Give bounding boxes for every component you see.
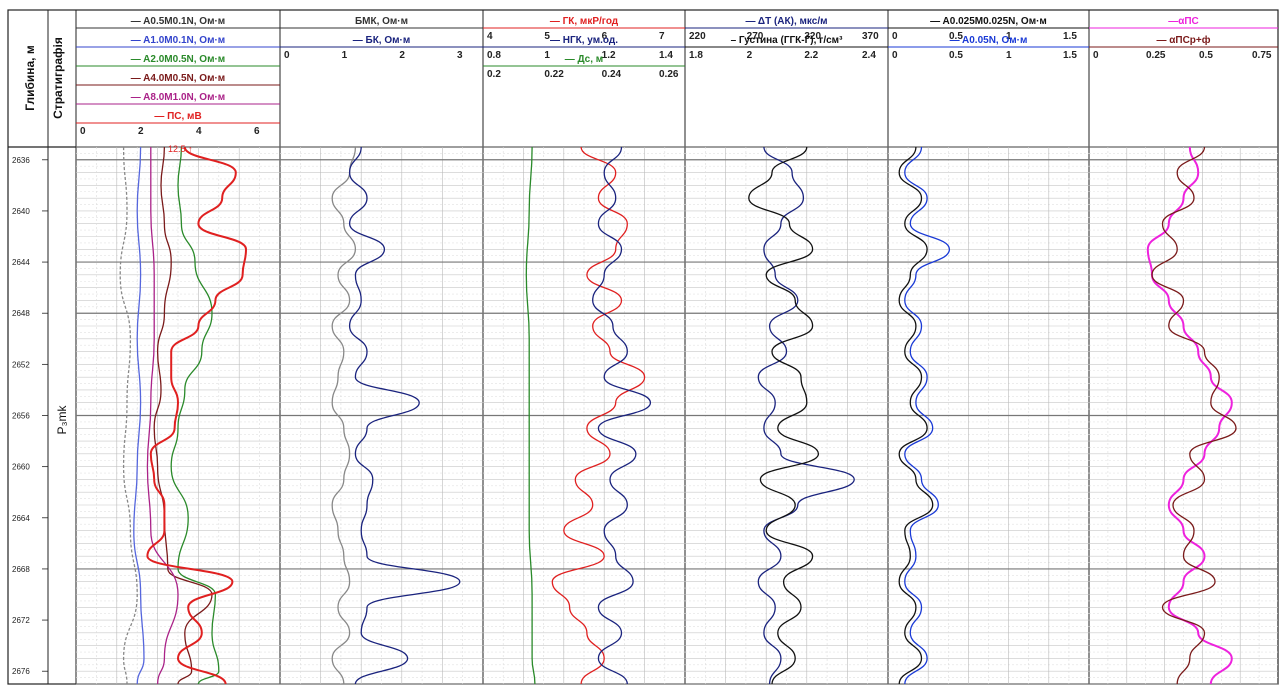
scale-label: — ПС, мВ (154, 111, 201, 122)
scale-tick: 320 (804, 31, 821, 42)
scale-tick: 0 (1093, 50, 1099, 61)
depth-tick-label: 2672 (12, 616, 30, 625)
scale-tick: 1 (544, 50, 550, 61)
track-annotation: 12.5 ↑ (168, 144, 193, 154)
scale-tick: 1.5 (1063, 31, 1077, 42)
depth-tick-label: 2668 (12, 565, 30, 574)
series-бк (348, 146, 461, 685)
scale-tick: 6 (254, 126, 260, 137)
scale-tick: 1.2 (602, 50, 616, 61)
scale-label: — ΔT (АК), мкс/м (745, 16, 827, 27)
depth-tick-label: 2636 (12, 156, 30, 165)
scale-tick: 7 (659, 31, 665, 42)
scale-tick: 370 (862, 31, 879, 42)
depth-grid (42, 146, 1278, 685)
scale-tick: 1 (1006, 31, 1012, 42)
series-αпср-ф (1151, 146, 1237, 685)
scale-label: — ГК, мкР/год (550, 16, 619, 27)
scale-tick: 1.4 (659, 50, 673, 61)
series-a0-5m0-1n (119, 146, 138, 685)
series-a4-0m0-5n (153, 146, 213, 685)
scale-tick: 0.24 (602, 69, 622, 80)
scale-tick: 5 (544, 31, 550, 42)
scale-tick: 1 (342, 50, 348, 61)
scale-label: — НГК, ум.од. (550, 35, 618, 46)
depth-labels: Глибина, м Стратиграфія P₃mk 2636 2640 264… (12, 37, 193, 676)
scale-tick: 0.25 (1146, 50, 1166, 61)
scale-tick: 0.5 (949, 31, 963, 42)
series-a0-05n (904, 146, 951, 685)
scale-label: — A0.025M0.025N, Ом·м (930, 16, 1047, 27)
series-a0-025m0-025n (898, 146, 934, 685)
scale-tick: 1.8 (689, 50, 703, 61)
series-a2-0m0-5n (170, 146, 220, 685)
scale-tick: 2 (399, 50, 405, 61)
scale-tick: 0.5 (1199, 50, 1213, 61)
scale-label: — A8.0M1.0N, Ом·м (131, 92, 225, 103)
scale-tick: 6 (602, 31, 608, 42)
scale-tick: 220 (689, 31, 706, 42)
log-curves (119, 146, 1237, 685)
depth-tick-label: 2652 (12, 360, 30, 369)
series-дс (525, 146, 536, 685)
scale-tick: 0 (892, 31, 898, 42)
scale-tick: 0.22 (544, 69, 564, 80)
scale-tick: 270 (747, 31, 764, 42)
scale-tick: 0 (892, 50, 898, 61)
scale-tick: 0 (284, 50, 290, 61)
series-δt-ак- (757, 146, 855, 685)
scale-tick: 0 (80, 126, 86, 137)
scale-label: — A0.5M0.1N, Ом·м (131, 16, 225, 27)
depth-tick-label: 2644 (12, 258, 30, 267)
depth-tick-label: 2656 (12, 412, 30, 421)
scale-label: — БК, Ом·м (353, 35, 411, 46)
scale-tick: 0.26 (659, 69, 679, 80)
series-a8-0m1-0n (146, 147, 179, 685)
scale-tick: 0.5 (949, 50, 963, 61)
series-гк (551, 146, 646, 685)
scale-label: — A0.05N, Ом·м (950, 35, 1028, 46)
scale-label: —αПС (1168, 16, 1199, 27)
series-бмк (331, 146, 357, 685)
scale-tick: 1 (1006, 50, 1012, 61)
scale-label: — A4.0M0.5N, Ом·м (131, 73, 225, 84)
scale-tick: 4 (196, 126, 202, 137)
scale-label: – Густина (ГГК-Г), г/см³ (731, 35, 843, 46)
scale-label: — A1.0M0.1N, Ом·м (131, 35, 225, 46)
scale-tick: 2 (747, 50, 753, 61)
depth-tick-label: 2676 (12, 667, 30, 676)
scale-label: — A2.0M0.5N, Ом·м (131, 54, 225, 65)
scale-tick: 0.8 (487, 50, 501, 61)
scale-tick: 4 (487, 31, 493, 42)
series-αпс (1146, 146, 1233, 685)
depth-tick-label: 2660 (12, 463, 30, 472)
stratigraphy-label: Стратиграфія (51, 37, 65, 119)
scale-tick: 0.75 (1252, 50, 1272, 61)
series-густина-ггк-г- (748, 146, 820, 685)
depth-tick-label: 2648 (12, 309, 30, 318)
scale-tick: 3 (457, 50, 463, 61)
series-нгк (592, 146, 652, 685)
scale-tick: 0.2 (487, 69, 501, 80)
depth-tick-label: 2640 (12, 207, 30, 216)
scale-label: — Дс, м (565, 54, 603, 65)
series-a1-0m0-1n (133, 146, 145, 685)
stratigraphy-unit: P₃mk (55, 405, 69, 435)
scale-tick: 2.2 (804, 50, 818, 61)
scale-label: БМК, Ом·м (355, 16, 408, 27)
scale-tick: 2 (138, 126, 144, 137)
depth-axis-label: Глибина, м (23, 45, 37, 111)
track-headers: — A0.5M0.1N, Ом·м — A1.0M0.1N, Ом·м — A2.0… (76, 16, 1278, 137)
scale-tick: 2.4 (862, 50, 876, 61)
scale-label: — αПСр+ф (1156, 34, 1210, 46)
depth-tick-label: 2664 (12, 514, 30, 523)
scale-tick: 1.5 (1063, 50, 1077, 61)
series-пс (146, 146, 248, 685)
